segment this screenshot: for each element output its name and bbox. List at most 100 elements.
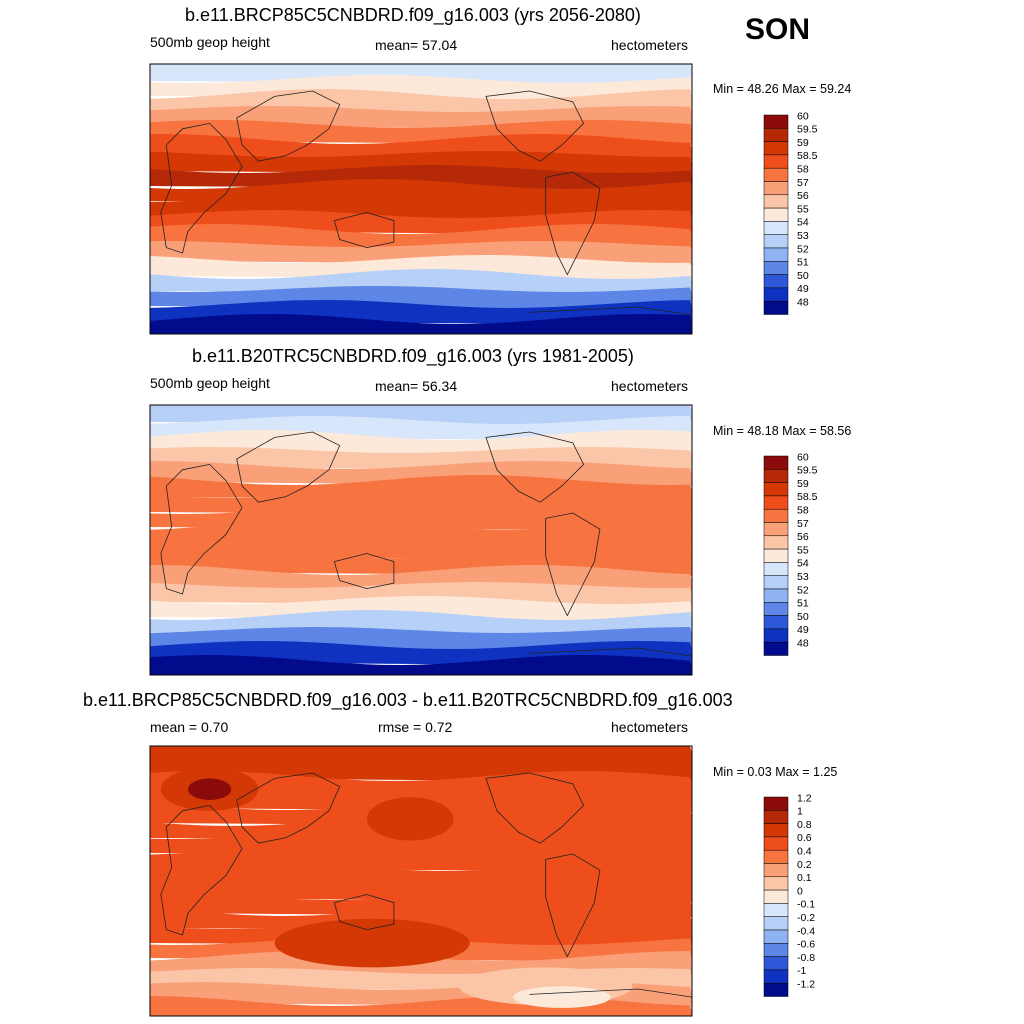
coastline <box>545 853 601 958</box>
contour-band <box>150 269 692 295</box>
legend-swatch <box>763 982 789 997</box>
legend-label: 0.6 <box>797 832 812 844</box>
legend-swatch <box>763 154 789 169</box>
panel-1-minmax-label: Min = 48.26 Max = 59.24 <box>713 82 852 96</box>
legend-swatch <box>763 207 789 222</box>
legend-swatch <box>763 522 789 537</box>
legend-swatch <box>763 628 789 643</box>
legend-swatch <box>763 562 789 576</box>
legend-label: 60 <box>797 451 809 463</box>
coastline <box>545 512 601 617</box>
legend-swatch <box>763 221 789 235</box>
legend-swatch <box>763 889 789 904</box>
coastline <box>485 90 585 162</box>
legend-swatch <box>763 114 789 129</box>
legend-label: 50 <box>797 270 809 282</box>
panel-1-title: b.e11.BRCP85C5CNBDRD.f09_g16.003 (yrs 20… <box>185 5 641 25</box>
legend-label: 58 <box>797 505 809 517</box>
contour-blob <box>274 918 470 968</box>
legend-label: 0.2 <box>797 859 812 871</box>
map-panel-1 <box>149 63 693 335</box>
legend-label: 1.2 <box>797 792 812 804</box>
contour-band <box>150 165 692 190</box>
contour-blob <box>187 778 232 800</box>
contour-band <box>150 906 692 932</box>
legend-label: -1 <box>797 965 806 977</box>
panel-1-variable-label: 500mb geop height <box>150 34 270 50</box>
legend-swatch <box>763 903 789 917</box>
legend-label: 57 <box>797 518 809 530</box>
legend-swatch <box>763 602 789 616</box>
legend-label: 1 <box>797 806 803 818</box>
legend-swatch <box>763 300 789 315</box>
coastline <box>160 122 243 254</box>
legend-label: 59 <box>797 478 809 490</box>
legend-label: 58.5 <box>797 491 818 503</box>
legend-label: 54 <box>797 558 809 570</box>
panel-3-minmax-label: Min = 0.03 Max = 1.25 <box>713 765 838 779</box>
coastline <box>333 894 395 931</box>
map-panel-2 <box>149 404 693 676</box>
legend-label: 0.4 <box>797 846 812 858</box>
legend-swatch <box>763 823 789 838</box>
legend-swatch <box>763 508 789 523</box>
panel-1-mean-label: mean= 57.04 <box>375 37 458 53</box>
contour-band <box>150 255 692 280</box>
legend-swatch <box>763 128 789 142</box>
legend-swatch <box>763 181 789 196</box>
contour-band <box>150 1010 692 1016</box>
legend-label: 53 <box>797 571 809 583</box>
legend-label: -0.1 <box>797 899 815 911</box>
legend-swatch <box>763 863 789 878</box>
legend-swatch <box>763 234 789 249</box>
contour-band <box>150 151 692 175</box>
colorbar-legend-3: 1.2 10.80.6 0.40.20.10 -0.1-0.2-0.4 -0.6-0.8… <box>763 792 815 997</box>
legend-swatch <box>763 615 789 630</box>
map-frame <box>149 745 693 1017</box>
contour-blob <box>366 797 454 841</box>
legend-swatch <box>763 535 789 550</box>
legend-label: 58.5 <box>797 150 818 162</box>
legend-swatch <box>763 247 789 262</box>
contour-band <box>150 328 692 334</box>
legend-label: 55 <box>797 203 809 215</box>
legend-label: 51 <box>797 257 809 269</box>
legend-swatch <box>763 495 789 510</box>
legend-swatch <box>763 956 789 971</box>
legend-swatch <box>763 929 789 944</box>
legend-swatch <box>763 916 789 931</box>
coastline <box>529 988 692 998</box>
contour-blob <box>513 986 611 1008</box>
panel-2-title: b.e11.B20TRC5CNBDRD.f09_g16.003 (yrs 198… <box>192 346 634 366</box>
legend-swatch <box>763 482 789 497</box>
map-frame <box>149 404 693 676</box>
legend-swatch <box>763 287 789 302</box>
legend-label: 59 <box>797 137 809 149</box>
legend-swatch <box>763 796 789 811</box>
legend-swatch <box>763 969 789 984</box>
legend-swatch <box>763 274 789 289</box>
legend-swatch <box>763 469 789 483</box>
panel-3-units-label: hectometers <box>611 719 689 735</box>
legend-label: 60 <box>797 110 809 122</box>
legend-swatch <box>763 548 789 563</box>
panel-3-rmse-label: rmse = 0.72 <box>378 719 453 735</box>
coastline <box>333 553 395 590</box>
legend-label: 50 <box>797 611 809 623</box>
legend-label: 57 <box>797 177 809 189</box>
coastline <box>529 647 692 657</box>
legend-swatch <box>763 836 789 851</box>
legend-label: 0.1 <box>797 872 812 884</box>
panel-3-mean-label: mean = 0.70 <box>150 719 229 735</box>
coastline <box>236 772 341 844</box>
coastline <box>545 171 601 276</box>
legend-label: 56 <box>797 531 809 543</box>
coastline <box>236 90 341 162</box>
legend-label: 51 <box>797 598 809 610</box>
legend-swatch <box>763 167 789 182</box>
legend-label: -0.2 <box>797 912 815 924</box>
legend-label: -1.2 <box>797 979 815 991</box>
legend-swatch <box>763 588 789 603</box>
